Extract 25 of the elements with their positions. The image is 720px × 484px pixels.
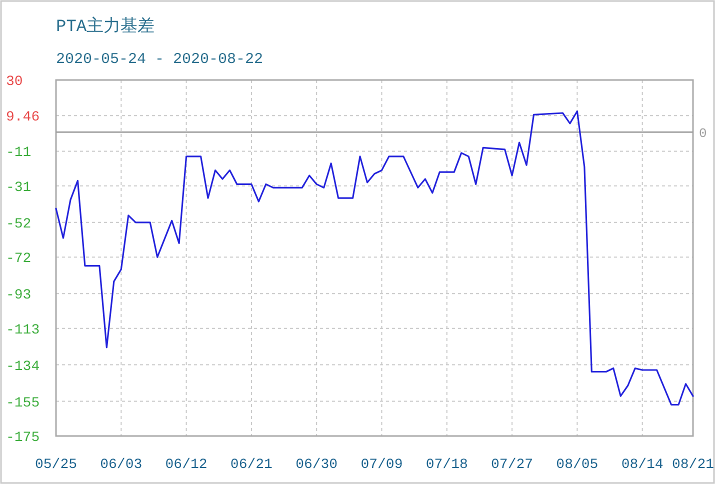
ytick: -93 (6, 288, 32, 304)
xtick: 05/25 (35, 457, 77, 473)
ytick: 9.46 (6, 110, 40, 126)
xtick: 06/03 (100, 457, 142, 473)
xtick: 08/14 (621, 457, 664, 473)
ytick: -155 (6, 395, 40, 412)
ytick: -134 (6, 358, 40, 375)
xtick: 08/05 (556, 457, 598, 473)
ytick: -113 (6, 322, 40, 338)
ytick: -11 (6, 145, 32, 162)
ytick: -175 (6, 430, 40, 446)
xtick: 06/21 (230, 457, 272, 473)
xtick: 07/18 (426, 457, 468, 473)
xtick: 06/12 (165, 457, 208, 473)
subtitle: 2020-05-24 - 2020-08-22 (56, 51, 264, 68)
ytick: -52 (6, 216, 32, 232)
ytick: -31 (6, 180, 32, 196)
title: PTA主力基差 (56, 18, 155, 37)
xtick: 07/09 (360, 457, 403, 473)
ref-line-label: 0 (699, 126, 707, 142)
ytick: 30 (6, 74, 23, 90)
xtick: 06/30 (296, 457, 338, 473)
xtick: 07/27 (491, 457, 534, 473)
ytick: -72 (6, 251, 32, 268)
xtick: 08/21 (672, 457, 714, 473)
